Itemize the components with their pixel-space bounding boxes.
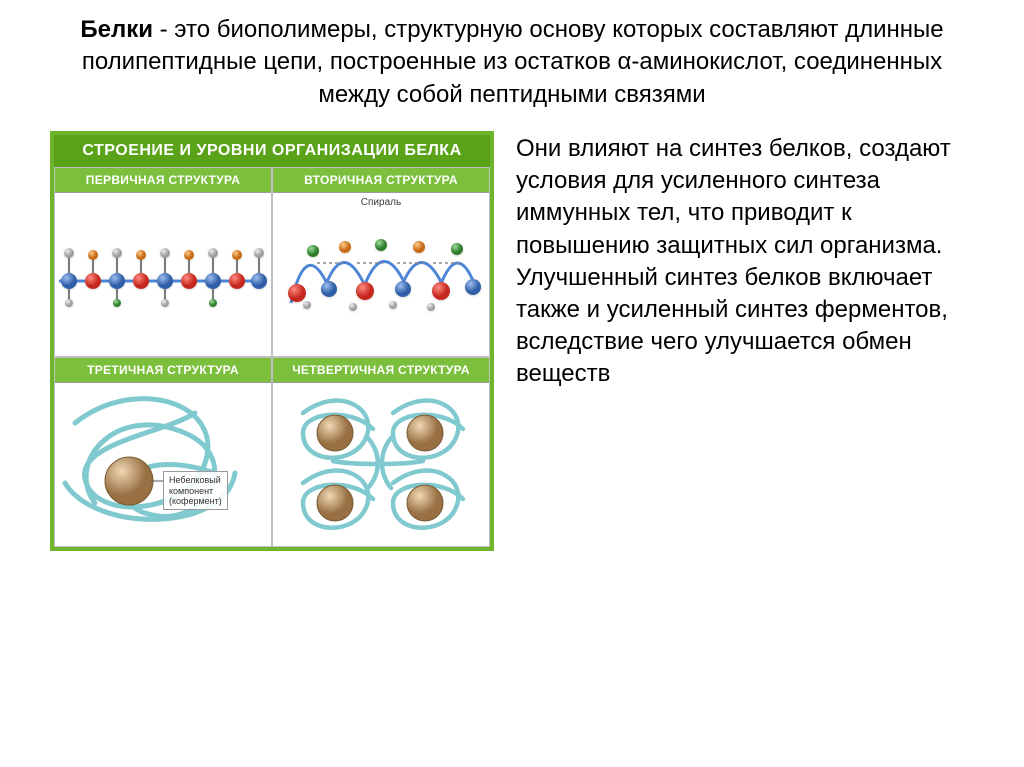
diagram-grid: ПЕРВИЧНАЯ СТРУКТУРА (54, 167, 490, 547)
page-title: Белки - это биополимеры, структурную осн… (50, 14, 974, 111)
primary-structure-svg (55, 193, 271, 356)
tertiary-structure-svg (55, 383, 271, 546)
title-bold: Белки (80, 16, 153, 43)
koferment-l3: (кофермент) (169, 496, 222, 506)
cell-quaternary: ЧЕТВЕРТИЧНАЯ СТРУКТУРА (272, 357, 490, 547)
cell-secondary-body: Спираль (273, 193, 489, 356)
quaternary-structure-svg (273, 383, 489, 546)
body-text: Они влияют на синтез белков, создают усл… (516, 131, 974, 390)
cell-quaternary-header: ЧЕТВЕРТИЧНАЯ СТРУКТУРА (273, 358, 489, 383)
cell-tertiary: ТРЕТИЧНАЯ СТРУКТУРА Небелковый компон (54, 357, 272, 547)
spiral-label: Спираль (273, 197, 489, 208)
title-rest: - это биополимеры, структурную основу ко… (82, 16, 944, 108)
cell-tertiary-header: ТРЕТИЧНАЯ СТРУКТУРА (55, 358, 271, 383)
cell-primary: ПЕРВИЧНАЯ СТРУКТУРА (54, 167, 272, 357)
diagram-header: СТРОЕНИЕ И УРОВНИ ОРГАНИЗАЦИИ БЕЛКА (54, 135, 490, 167)
cell-quaternary-body (273, 383, 489, 546)
koferment-label: Небелковый компонент (кофермент) (163, 471, 228, 510)
cell-secondary: ВТОРИЧНАЯ СТРУКТУРА Спираль (272, 167, 490, 357)
content-row: СТРОЕНИЕ И УРОВНИ ОРГАНИЗАЦИИ БЕЛКА ПЕРВ… (50, 131, 974, 551)
cell-tertiary-body: Небелковый компонент (кофермент) (55, 383, 271, 546)
cell-primary-body (55, 193, 271, 356)
koferment-l1: Небелковый (169, 475, 222, 485)
cell-primary-header: ПЕРВИЧНАЯ СТРУКТУРА (55, 168, 271, 193)
secondary-structure-svg (273, 193, 489, 356)
protein-structure-diagram: СТРОЕНИЕ И УРОВНИ ОРГАНИЗАЦИИ БЕЛКА ПЕРВ… (50, 131, 494, 551)
koferment-l2: компонент (169, 486, 222, 496)
cell-secondary-header: ВТОРИЧНАЯ СТРУКТУРА (273, 168, 489, 193)
